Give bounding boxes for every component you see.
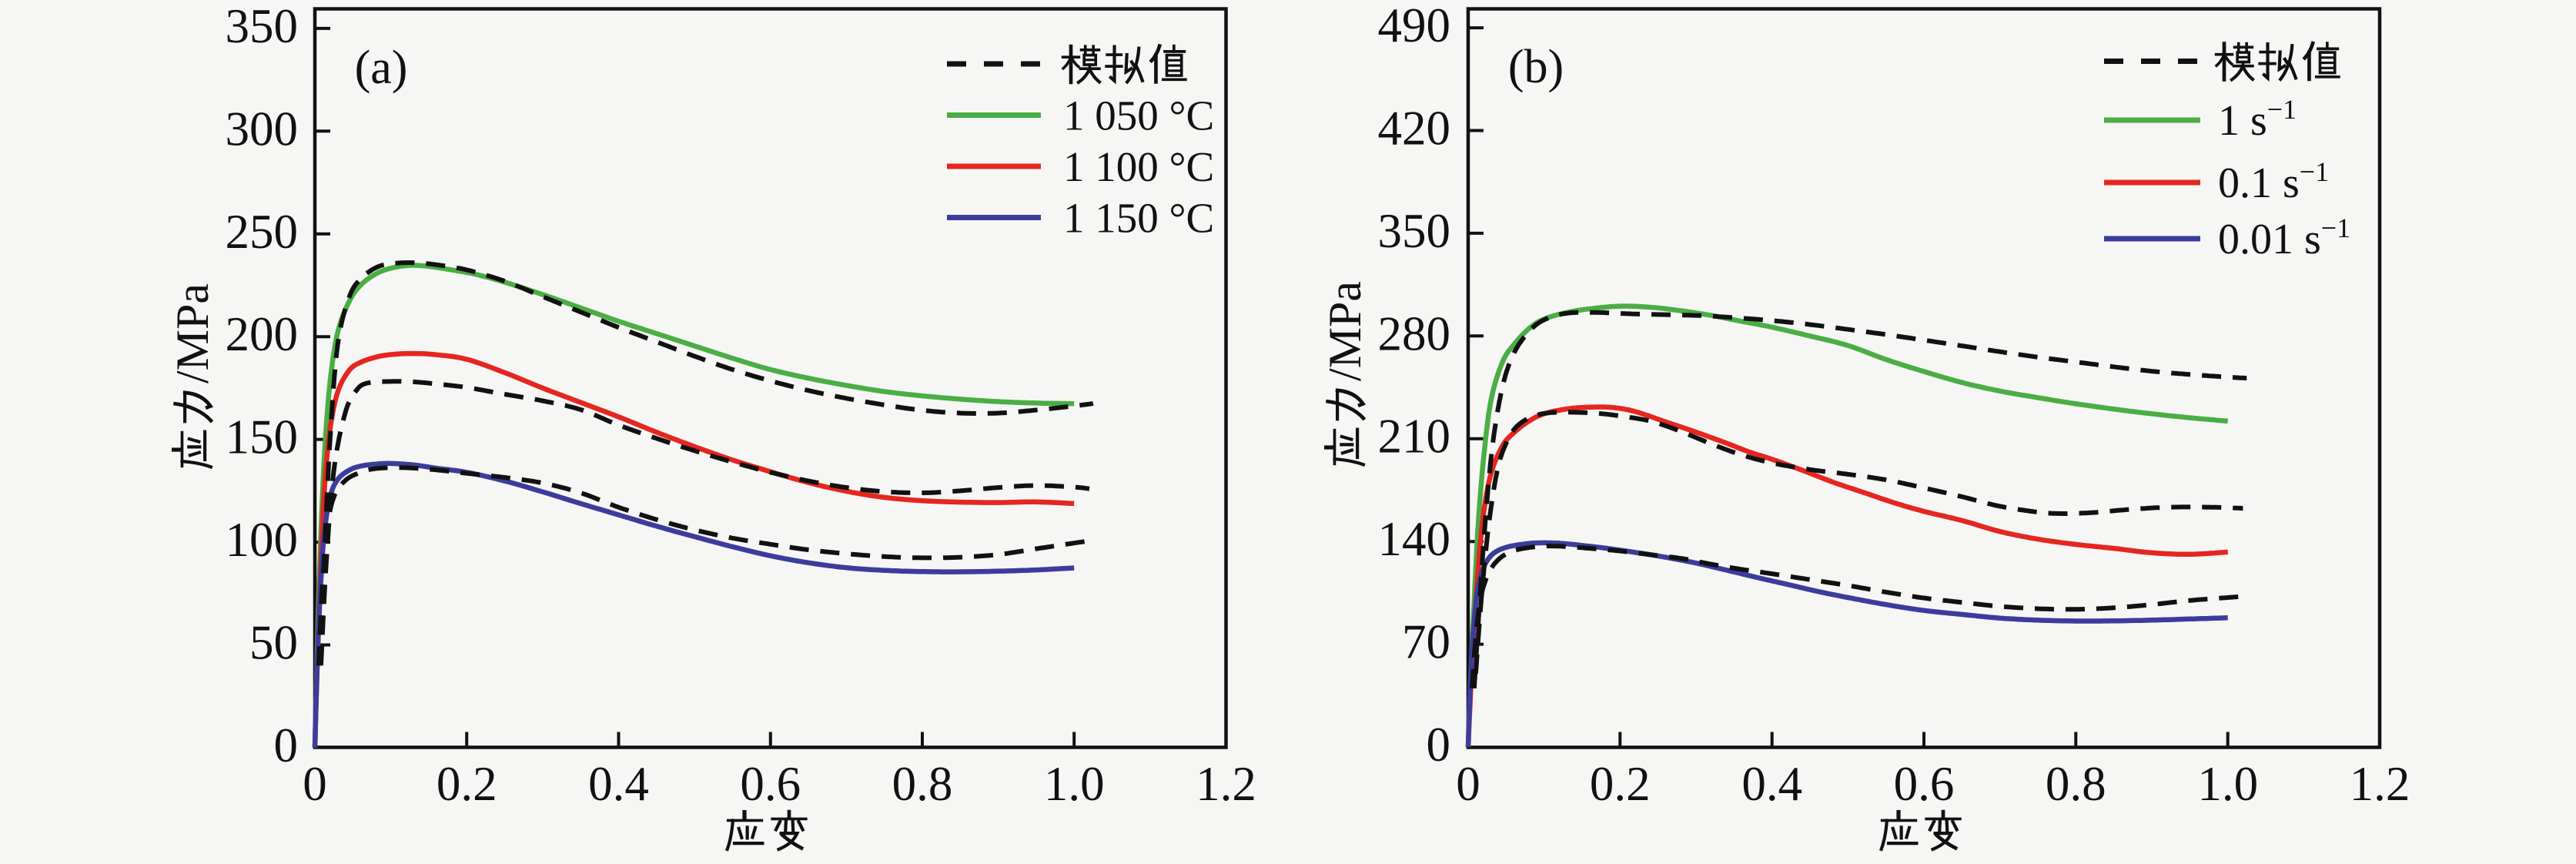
svg-text:0.8: 0.8 <box>2046 757 2106 811</box>
svg-text:490: 490 <box>1378 0 1451 52</box>
svg-text:0.6: 0.6 <box>1894 757 1955 811</box>
svg-text:0.2: 0.2 <box>437 757 497 811</box>
svg-text:0: 0 <box>274 718 299 772</box>
svg-text:0: 0 <box>303 757 327 811</box>
svg-text:70: 70 <box>1402 615 1450 669</box>
svg-text:200: 200 <box>226 307 299 361</box>
svg-text:100: 100 <box>226 513 299 567</box>
svg-text:(b): (b) <box>1508 41 1564 93</box>
svg-text:1.0: 1.0 <box>2197 757 2258 811</box>
svg-text:350: 350 <box>1378 204 1451 258</box>
svg-text:280: 280 <box>1378 306 1451 360</box>
svg-text:0.2: 0.2 <box>1590 757 1651 811</box>
svg-text:140: 140 <box>1378 512 1451 566</box>
svg-text:300: 300 <box>226 102 299 156</box>
svg-text:0: 0 <box>1427 718 1451 772</box>
svg-text:0.4: 0.4 <box>588 757 649 811</box>
svg-text:0.6: 0.6 <box>740 757 801 811</box>
svg-text:250: 250 <box>226 205 299 259</box>
svg-text:/MPa: /MPa <box>1320 281 1370 381</box>
svg-text:1 050 °C: 1 050 °C <box>1063 92 1214 139</box>
svg-text:1.2: 1.2 <box>2350 757 2410 811</box>
svg-text:1.0: 1.0 <box>1044 757 1105 811</box>
svg-text:(a): (a) <box>355 42 408 94</box>
svg-text:50: 50 <box>249 616 298 670</box>
svg-text:350: 350 <box>226 0 299 53</box>
svg-text:0: 0 <box>1456 757 1480 811</box>
svg-text:210: 210 <box>1378 410 1451 464</box>
svg-text:150: 150 <box>226 410 299 464</box>
svg-text:420: 420 <box>1378 102 1451 156</box>
svg-text:1 150 °C: 1 150 °C <box>1063 195 1214 242</box>
svg-text:1 100 °C: 1 100 °C <box>1063 143 1214 190</box>
svg-text:1.2: 1.2 <box>1196 757 1256 811</box>
svg-text:0.4: 0.4 <box>1741 757 1802 811</box>
svg-text:0.8: 0.8 <box>892 757 953 811</box>
svg-text:/MPa: /MPa <box>167 283 218 383</box>
